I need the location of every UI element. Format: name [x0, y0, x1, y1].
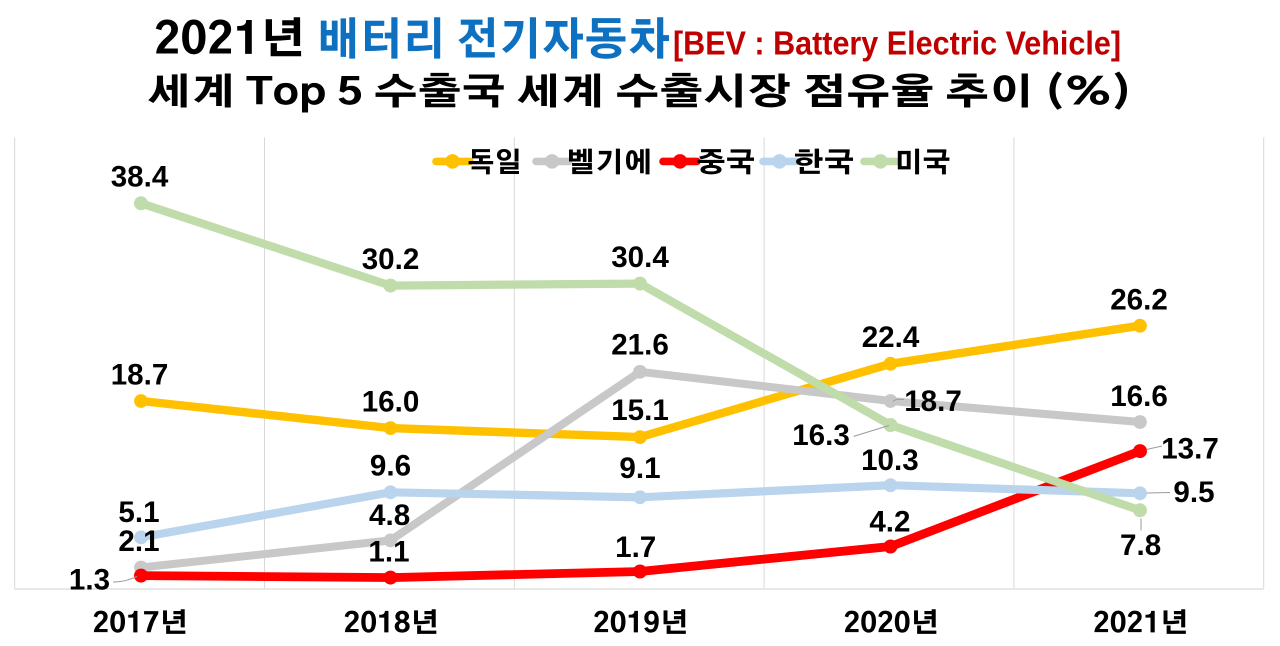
svg-text:38.4: 38.4 — [111, 161, 169, 194]
svg-text:9.1: 9.1 — [619, 452, 660, 485]
svg-text:16.0: 16.0 — [362, 386, 420, 419]
svg-text:4.8: 4.8 — [369, 499, 410, 532]
svg-text:21.6: 21.6 — [611, 328, 669, 361]
svg-text:13.7: 13.7 — [1161, 433, 1219, 466]
svg-text:7.8: 7.8 — [1120, 529, 1161, 562]
svg-text:30.2: 30.2 — [362, 243, 420, 276]
svg-text:9.5: 9.5 — [1173, 476, 1214, 509]
svg-text:18.7: 18.7 — [111, 358, 169, 391]
svg-text:4.2: 4.2 — [869, 505, 910, 538]
svg-text:9.6: 9.6 — [370, 450, 411, 483]
svg-text:5.1: 5.1 — [118, 496, 159, 529]
svg-text:2.1: 2.1 — [118, 525, 159, 558]
svg-text:1.7: 1.7 — [615, 531, 656, 564]
svg-text:15.1: 15.1 — [611, 394, 669, 427]
svg-text:1.3: 1.3 — [69, 564, 110, 597]
svg-text:18.7: 18.7 — [904, 385, 962, 418]
svg-text:22.4: 22.4 — [862, 321, 920, 354]
svg-text:10.3: 10.3 — [861, 444, 919, 477]
svg-text:16.3: 16.3 — [792, 419, 850, 452]
svg-text:16.6: 16.6 — [1110, 380, 1168, 413]
svg-text:30.4: 30.4 — [611, 241, 669, 274]
svg-text:1.1: 1.1 — [368, 536, 409, 569]
svg-text:[BEV : Battery Electric Vehicl: [BEV : Battery Electric Vehicle] — [673, 24, 1121, 61]
svg-text:26.2: 26.2 — [1110, 284, 1168, 317]
